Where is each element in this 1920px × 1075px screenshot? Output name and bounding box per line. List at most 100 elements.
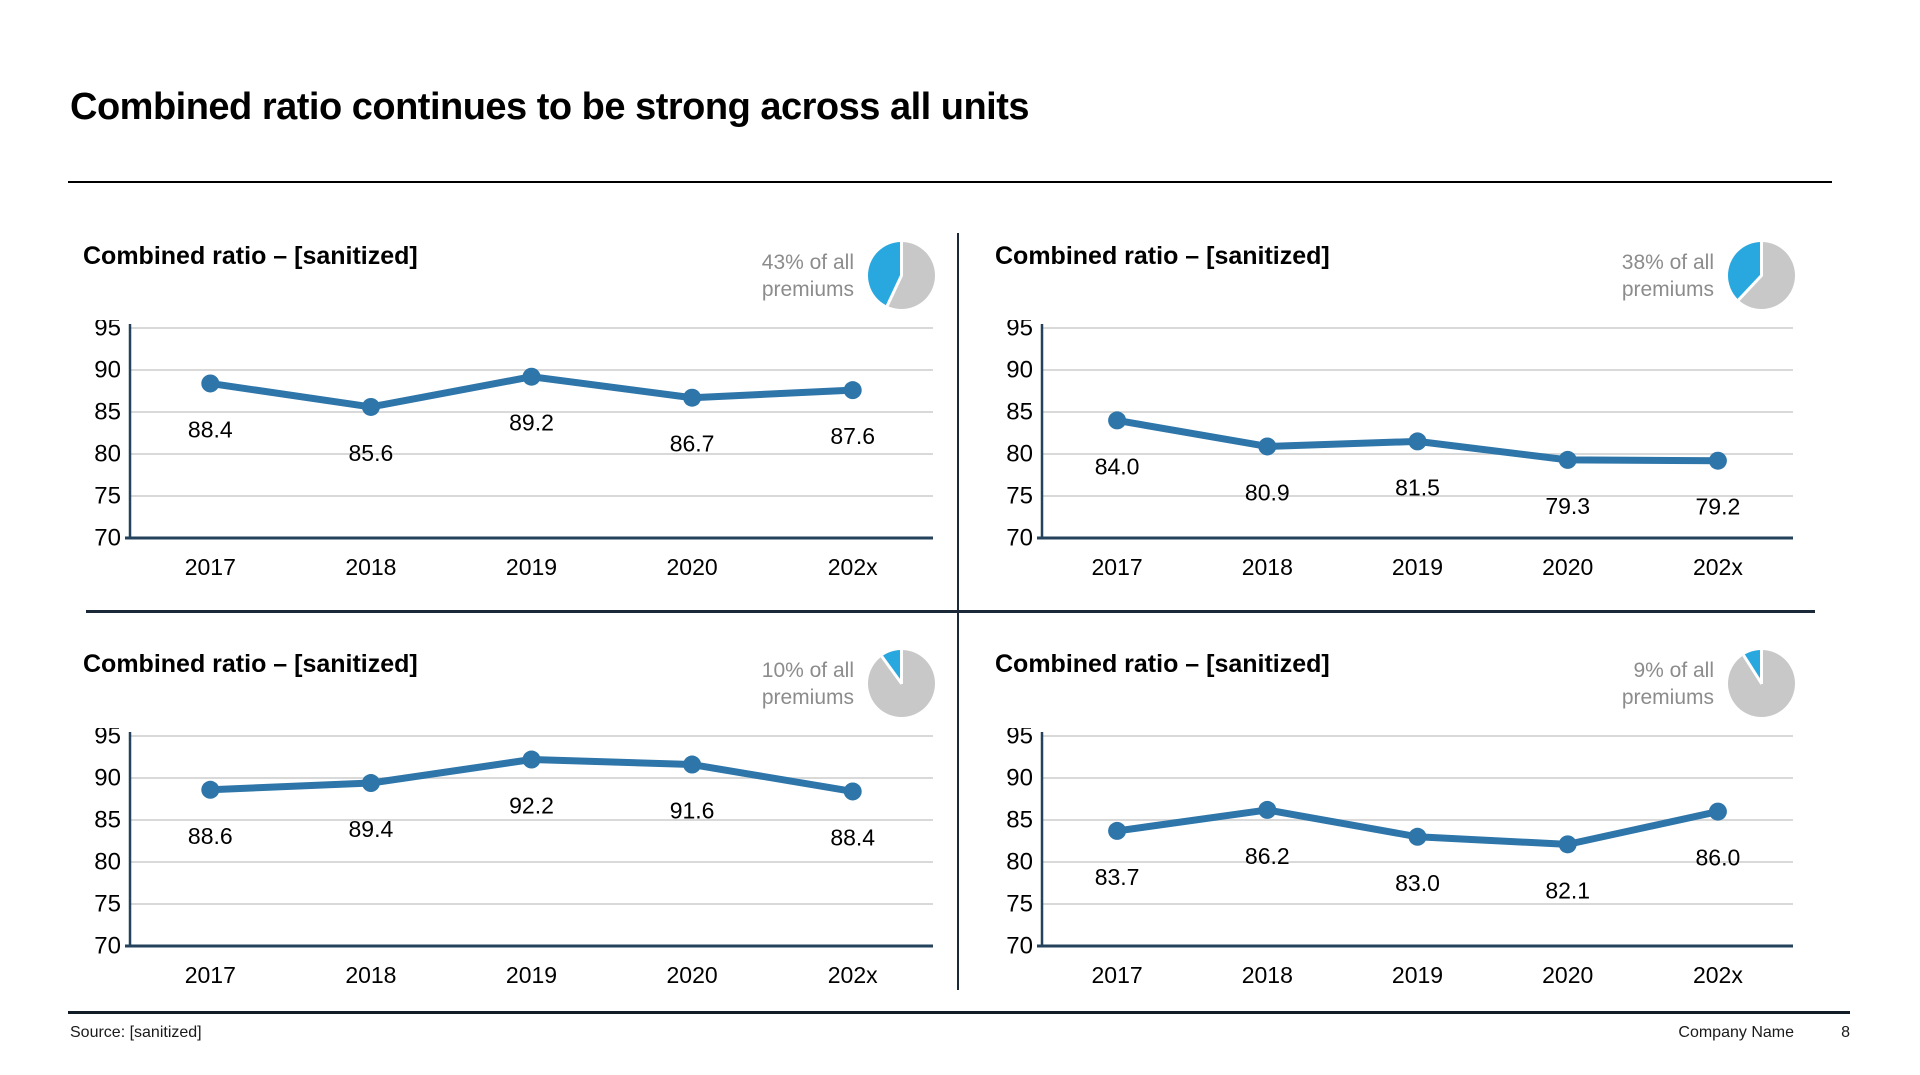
svg-text:85: 85 <box>94 399 121 426</box>
svg-text:80: 80 <box>94 849 121 876</box>
quadrant-top-left: Combined ratio – [sanitized] 43% of all … <box>83 240 935 610</box>
premium-share: 38% of all premiums <box>1622 242 1795 309</box>
svg-text:90: 90 <box>94 357 121 384</box>
svg-text:80.9: 80.9 <box>1245 479 1290 505</box>
svg-text:88.4: 88.4 <box>830 824 875 850</box>
pie-slice-separator <box>900 242 903 276</box>
svg-text:85: 85 <box>1006 807 1033 834</box>
svg-text:70: 70 <box>1006 933 1033 960</box>
svg-text:2017: 2017 <box>1092 962 1143 988</box>
svg-text:2018: 2018 <box>345 554 396 580</box>
svg-text:75: 75 <box>94 891 121 918</box>
svg-text:2019: 2019 <box>506 554 557 580</box>
svg-text:81.5: 81.5 <box>1395 474 1440 500</box>
svg-text:90: 90 <box>1006 765 1033 792</box>
combined-ratio-line-chart: 95 90 85 80 75 70 88.4 85.6 89.2 86.7 87.6 2017 2018… <box>94 320 933 580</box>
svg-text:75: 75 <box>94 483 121 510</box>
footer-company-name: Company Name <box>1678 1024 1794 1041</box>
title-divider <box>68 181 1832 183</box>
svg-text:70: 70 <box>94 933 121 960</box>
combined-ratio-line-chart: 95 90 85 80 75 70 83.7 86.2 83.0 82.1 86.0 2017 2018… <box>1006 728 1793 988</box>
chart-title: Combined ratio – [sanitized] <box>995 650 1330 678</box>
svg-text:85: 85 <box>94 807 121 834</box>
svg-text:91.6: 91.6 <box>670 798 715 824</box>
svg-text:2019: 2019 <box>1392 962 1443 988</box>
combined-ratio-line-chart: 95 90 85 80 75 70 88.6 89.4 92.2 91.6 88.4 2017 2018… <box>94 728 933 988</box>
svg-text:202x: 202x <box>1693 554 1743 580</box>
footer-divider <box>68 1011 1850 1014</box>
page-title: Combined ratio continues to be strong ac… <box>70 86 1030 128</box>
svg-text:87.6: 87.6 <box>830 423 875 449</box>
svg-text:79.2: 79.2 <box>1696 494 1741 520</box>
pie-slice-separator <box>900 650 903 684</box>
pie-slice-separator <box>1760 242 1763 276</box>
svg-text:84.0: 84.0 <box>1095 453 1140 479</box>
svg-text:2017: 2017 <box>185 554 236 580</box>
svg-text:70: 70 <box>94 525 121 552</box>
premium-share: 43% of all premiums <box>762 242 935 309</box>
svg-text:89.2: 89.2 <box>509 410 554 436</box>
svg-text:83.7: 83.7 <box>1095 864 1140 890</box>
premium-share-pie-chart <box>1728 242 1795 309</box>
svg-text:75: 75 <box>1006 891 1033 918</box>
svg-text:85: 85 <box>1006 399 1033 426</box>
premium-share-caption: 10% of all premiums <box>761 659 854 709</box>
footer-page-number: 8 <box>1841 1024 1850 1041</box>
svg-text:2019: 2019 <box>506 962 557 988</box>
svg-text:2020: 2020 <box>667 554 718 580</box>
svg-text:75: 75 <box>1006 483 1033 510</box>
premium-share-caption: 38% of all premiums <box>1621 251 1714 301</box>
svg-text:2018: 2018 <box>1242 962 1293 988</box>
premium-share: 10% of all premiums <box>762 650 935 717</box>
svg-text:202x: 202x <box>828 962 878 988</box>
pie-slice-separator <box>1760 650 1763 684</box>
svg-text:2020: 2020 <box>1542 962 1593 988</box>
svg-text:85.6: 85.6 <box>349 440 394 466</box>
svg-text:79.3: 79.3 <box>1545 493 1590 519</box>
svg-text:86.7: 86.7 <box>670 431 715 457</box>
svg-text:90: 90 <box>1006 357 1033 384</box>
svg-text:95: 95 <box>94 320 121 342</box>
premium-share-pie-chart <box>868 242 935 309</box>
svg-text:70: 70 <box>1006 525 1033 552</box>
chart-title: Combined ratio – [sanitized] <box>83 242 418 270</box>
svg-text:2020: 2020 <box>1542 554 1593 580</box>
premium-share: 9% of all premiums <box>1622 650 1795 717</box>
quadrant-bottom-right: Combined ratio – [sanitized] 9% of all p… <box>995 648 1795 1018</box>
svg-text:89.4: 89.4 <box>349 816 394 842</box>
svg-text:86.0: 86.0 <box>1696 845 1741 871</box>
svg-text:2018: 2018 <box>1242 554 1293 580</box>
svg-text:88.4: 88.4 <box>188 416 233 442</box>
pie-slice-separator <box>885 274 903 307</box>
svg-text:202x: 202x <box>828 554 878 580</box>
premium-share-caption: 9% of all premiums <box>1621 659 1714 709</box>
svg-text:80: 80 <box>1006 441 1033 468</box>
svg-text:88.6: 88.6 <box>188 823 233 849</box>
svg-text:2020: 2020 <box>667 962 718 988</box>
svg-text:83.0: 83.0 <box>1395 870 1440 896</box>
horizontal-divider <box>86 610 1815 613</box>
premium-share-caption: 43% of all premiums <box>761 251 854 301</box>
premium-share-pie-chart <box>868 650 935 717</box>
premium-share-pie-chart <box>1728 650 1795 717</box>
svg-text:80: 80 <box>1006 849 1033 876</box>
svg-text:2017: 2017 <box>1092 554 1143 580</box>
footer-source: Source: [sanitized] <box>70 1024 202 1041</box>
svg-text:80: 80 <box>94 441 121 468</box>
chart-title: Combined ratio – [sanitized] <box>83 650 418 678</box>
svg-text:92.2: 92.2 <box>509 793 554 819</box>
quadrant-bottom-left: Combined ratio – [sanitized] 10% of all … <box>83 648 935 1018</box>
svg-text:95: 95 <box>1006 320 1033 342</box>
svg-text:90: 90 <box>94 765 121 792</box>
chart-title: Combined ratio – [sanitized] <box>995 242 1330 270</box>
svg-text:202x: 202x <box>1693 962 1743 988</box>
quadrant-top-right: Combined ratio – [sanitized] 38% of all … <box>995 240 1795 610</box>
svg-text:95: 95 <box>1006 728 1033 750</box>
svg-text:95: 95 <box>94 728 121 750</box>
combined-ratio-line-chart: 95 90 85 80 75 70 84.0 80.9 81.5 79.3 79.2 2017 2018… <box>1006 320 1793 580</box>
svg-text:2018: 2018 <box>345 962 396 988</box>
svg-text:82.1: 82.1 <box>1545 877 1590 903</box>
pie-slice-separator <box>1737 274 1763 301</box>
svg-text:86.2: 86.2 <box>1245 843 1290 869</box>
